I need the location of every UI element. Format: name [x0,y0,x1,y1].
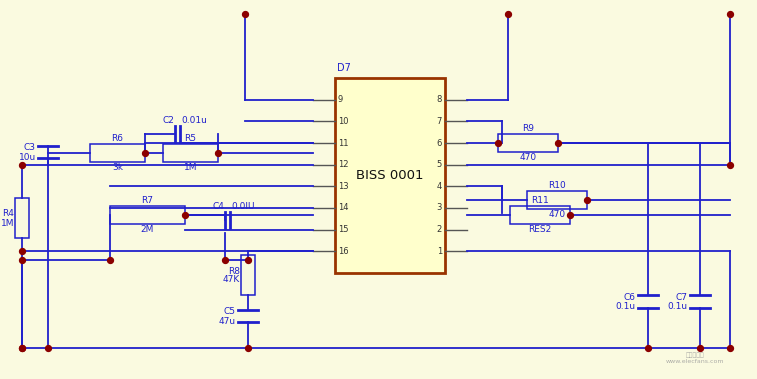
Text: 3k: 3k [112,163,123,172]
Point [552,140,564,146]
Text: C6: C6 [624,293,636,302]
Text: 11: 11 [338,138,348,147]
Bar [15,198,29,238]
Point [239,11,251,17]
Text: R8: R8 [228,266,240,276]
Point [724,345,736,351]
Text: 0.1u: 0.1u [668,302,688,311]
Text: RES2: RES2 [528,225,552,234]
Text: 16: 16 [338,247,349,256]
Text: 3: 3 [437,204,442,213]
Text: 2M: 2M [141,225,154,234]
Text: 13: 13 [338,182,349,191]
Text: 1M: 1M [184,163,198,172]
Text: BISS 0001: BISS 0001 [357,169,424,182]
Point [724,161,736,168]
Text: D7: D7 [337,63,351,73]
Point [16,345,28,351]
Text: R6: R6 [111,134,123,143]
Point [16,345,28,351]
Point [42,345,54,351]
Bar [163,144,218,162]
Bar [498,134,558,152]
Text: 1M: 1M [1,219,14,227]
Text: 470: 470 [548,210,565,219]
Text: 0.01u: 0.01u [181,116,207,125]
Point [581,197,593,203]
Text: 15: 15 [338,225,348,234]
Text: 0.1u: 0.1u [616,302,636,311]
Bar [241,255,255,295]
Text: 14: 14 [338,204,348,213]
Text: 0.0IU: 0.0IU [231,202,254,211]
Text: 47K: 47K [223,276,240,285]
Text: 7: 7 [437,117,442,126]
Text: R4: R4 [2,210,14,219]
Text: C4: C4 [212,202,224,211]
Text: R7: R7 [142,196,154,205]
Point [179,212,191,218]
Text: 2: 2 [437,225,442,234]
Text: 5: 5 [437,160,442,169]
Point [492,140,504,146]
Text: 12: 12 [338,160,348,169]
Text: 8: 8 [437,95,442,104]
Text: C5: C5 [224,307,236,316]
Bar [335,78,445,273]
Text: C3: C3 [24,144,36,152]
Point [212,150,224,156]
Point [16,257,28,263]
Text: 電子技術網
www.elecfans.com: 電子技術網 www.elecfans.com [665,352,724,364]
Point [139,150,151,156]
Text: C7: C7 [676,293,688,302]
Text: C2: C2 [162,116,174,125]
Text: 4: 4 [437,182,442,191]
Point [724,11,736,17]
Text: R9: R9 [522,124,534,133]
Point [104,257,116,263]
Point [219,257,231,263]
Text: R5: R5 [185,134,197,143]
Text: 47u: 47u [219,316,236,326]
Text: R10: R10 [548,181,566,190]
Text: 10: 10 [338,117,348,126]
Point [242,257,254,263]
Text: 1: 1 [437,247,442,256]
Text: 9: 9 [338,95,343,104]
Point [642,345,654,351]
Text: R11: R11 [531,196,549,205]
Bar [90,144,145,162]
Point [242,345,254,351]
Point [16,248,28,254]
Bar [527,191,587,209]
Bar [110,206,185,224]
Point [564,212,576,218]
Text: 10u: 10u [19,152,36,161]
Point [16,161,28,168]
Bar [510,206,570,224]
Text: 6: 6 [437,138,442,147]
Point [694,345,706,351]
Text: 470: 470 [519,153,537,162]
Point [502,11,514,17]
